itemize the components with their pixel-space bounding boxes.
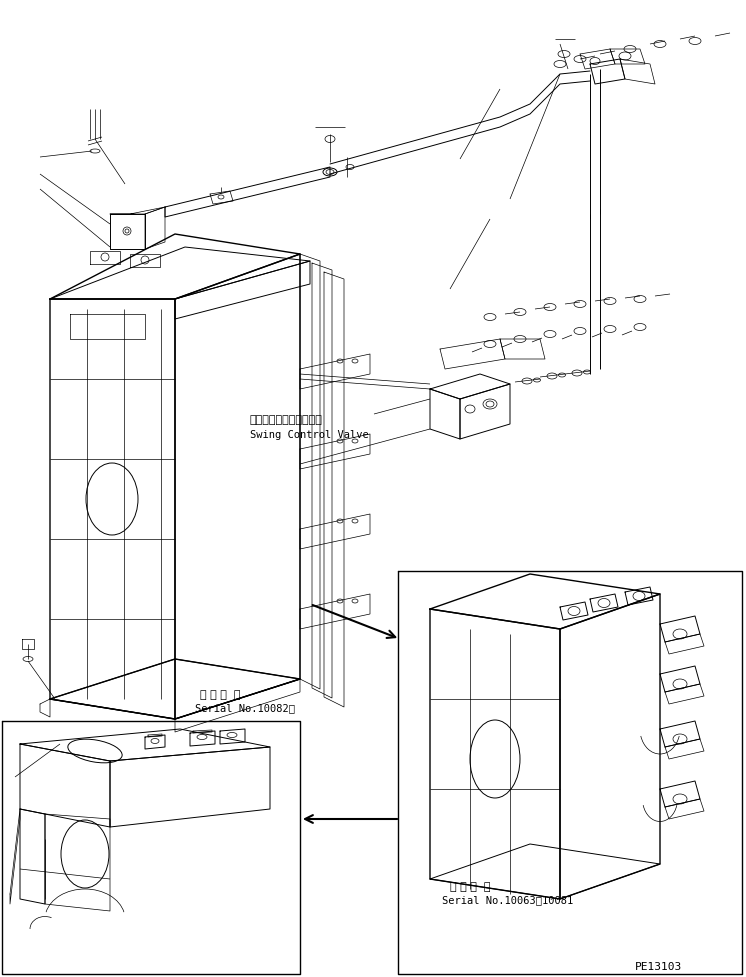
Text: Serial No.10063～10081: Serial No.10063～10081 — [442, 894, 573, 904]
Text: 旋回コントロールバルブ: 旋回コントロールバルブ — [250, 414, 323, 425]
Text: 適 用 号  機: 適 用 号 機 — [200, 690, 240, 700]
Text: Swing Control Valve: Swing Control Valve — [250, 430, 369, 440]
Text: 適 用 号  機: 適 用 号 機 — [450, 881, 491, 891]
Text: Serial No.10082～: Serial No.10082～ — [195, 702, 295, 712]
Text: PE13103: PE13103 — [635, 961, 683, 971]
